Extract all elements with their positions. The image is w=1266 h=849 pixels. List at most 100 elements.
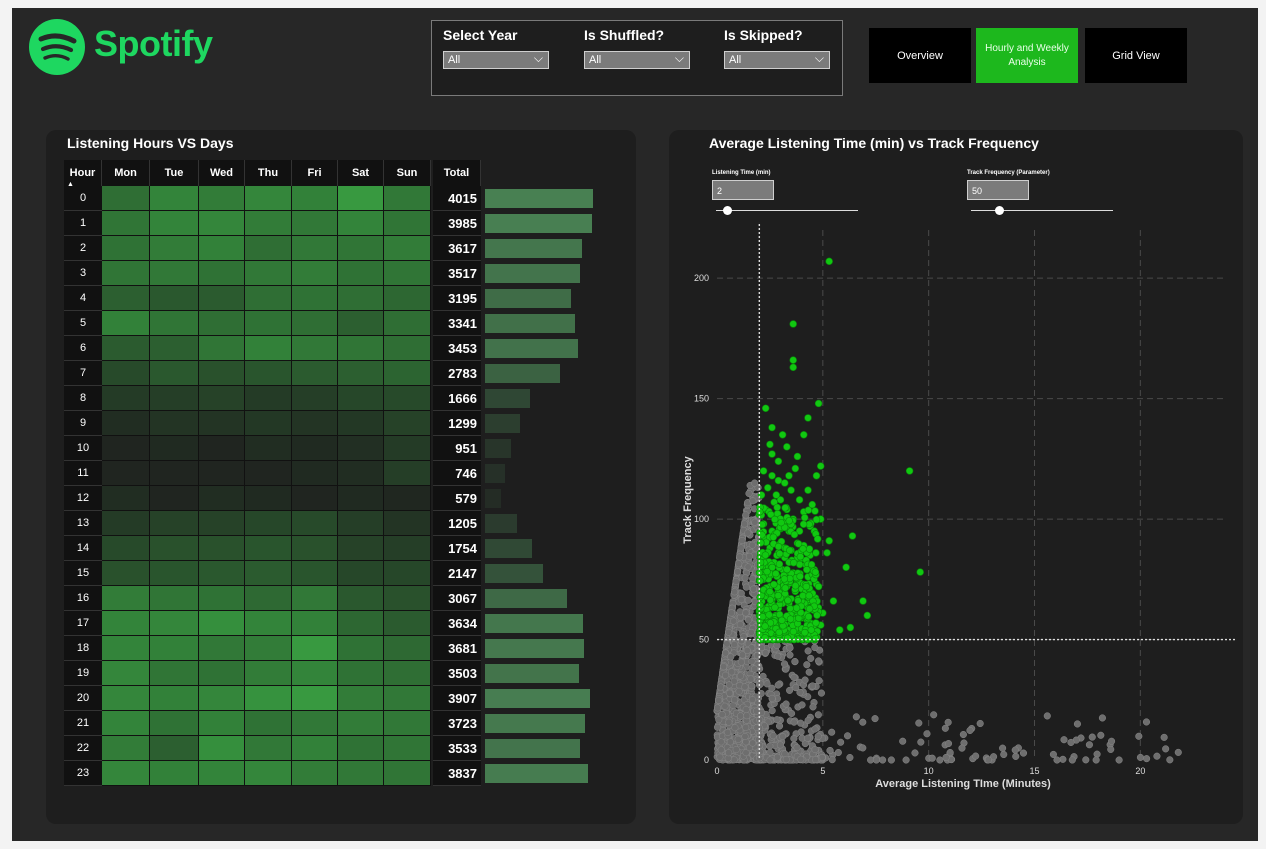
highlighted-point[interactable] (761, 551, 770, 559)
data-point[interactable] (804, 647, 812, 655)
data-point[interactable] (734, 735, 742, 743)
data-point[interactable] (942, 753, 950, 761)
heatmap-cell[interactable] (384, 311, 431, 336)
highlighted-point[interactable] (783, 443, 791, 451)
heatmap-cell[interactable] (384, 686, 431, 711)
data-point[interactable] (730, 756, 738, 764)
heatmap-cell[interactable] (292, 436, 338, 461)
data-point[interactable] (1097, 731, 1105, 739)
total-bar[interactable] (485, 489, 501, 508)
data-point[interactable] (1085, 741, 1093, 749)
data-point[interactable] (944, 740, 953, 748)
data-point[interactable] (725, 681, 733, 689)
highlighted-point[interactable] (789, 627, 798, 636)
heatmap-cell[interactable] (245, 586, 292, 611)
data-point[interactable] (742, 749, 750, 757)
data-point[interactable] (738, 536, 746, 545)
highlighted-point[interactable] (761, 404, 770, 412)
highlighted-point[interactable] (804, 486, 812, 494)
highlighted-point[interactable] (777, 518, 785, 527)
highlighted-point[interactable] (863, 611, 871, 620)
highlighted-point[interactable] (784, 634, 792, 642)
column-header-sat[interactable]: Sat (338, 160, 384, 186)
heatmap-cell[interactable] (102, 261, 150, 286)
highlighted-point[interactable] (771, 603, 779, 612)
heatmap-cell[interactable] (338, 386, 384, 411)
heatmap-cell[interactable] (338, 586, 384, 611)
data-point[interactable] (1153, 752, 1161, 760)
highlighted-point[interactable] (759, 467, 768, 475)
highlighted-point[interactable] (756, 577, 764, 585)
data-point[interactable] (731, 588, 739, 596)
data-point[interactable] (715, 696, 723, 704)
highlighted-point[interactable] (799, 545, 807, 553)
highlighted-point[interactable] (812, 549, 820, 557)
total-bar[interactable] (485, 464, 506, 483)
highlighted-point[interactable] (796, 572, 804, 581)
data-point[interactable] (769, 732, 777, 740)
highlighted-point[interactable] (804, 613, 813, 621)
data-point[interactable] (834, 748, 842, 757)
heatmap-cell[interactable] (102, 636, 150, 661)
highlighted-point[interactable] (808, 500, 816, 509)
data-point[interactable] (735, 560, 743, 568)
data-point[interactable] (801, 676, 809, 684)
data-point[interactable] (984, 756, 992, 764)
heatmap-cell[interactable] (245, 611, 292, 636)
total-bar[interactable] (485, 314, 575, 333)
heatmap-cell[interactable] (199, 761, 245, 786)
heatmap-cell[interactable] (199, 386, 245, 411)
heatmap-cell[interactable] (245, 436, 292, 461)
data-point[interactable] (1143, 755, 1151, 763)
heatmap-cell[interactable] (245, 686, 292, 711)
heatmap-cell[interactable] (245, 236, 292, 261)
total-bar[interactable] (485, 739, 581, 758)
data-point[interactable] (747, 628, 755, 636)
nav-hourly-weekly-button[interactable]: Hourly and Weekly Analysis (976, 28, 1078, 83)
heatmap-cell[interactable] (245, 361, 292, 386)
highlighted-point[interactable] (789, 558, 798, 567)
data-point[interactable] (803, 661, 811, 669)
data-point[interactable] (798, 701, 806, 709)
slider-thumb[interactable] (994, 206, 1004, 215)
data-point[interactable] (762, 649, 770, 657)
highlighted-point[interactable] (789, 363, 797, 372)
data-point[interactable] (750, 665, 759, 673)
data-point[interactable] (717, 746, 725, 754)
highlighted-point[interactable] (766, 619, 775, 627)
data-point[interactable] (946, 749, 954, 757)
heatmap-cell[interactable] (150, 536, 199, 561)
total-bar[interactable] (485, 289, 571, 308)
heatmap-cell[interactable] (199, 286, 245, 311)
heatmap-cell[interactable] (199, 711, 245, 736)
total-bar[interactable] (485, 639, 585, 658)
listening-time-slider[interactable] (712, 206, 858, 216)
heatmap-cell[interactable] (292, 636, 338, 661)
data-point[interactable] (745, 552, 753, 560)
data-point[interactable] (780, 660, 789, 668)
data-point[interactable] (972, 752, 980, 760)
highlighted-point[interactable] (793, 452, 802, 461)
heatmap-cell[interactable] (338, 311, 384, 336)
highlighted-point[interactable] (813, 611, 821, 619)
highlighted-point[interactable] (846, 623, 855, 632)
heatmap-cell[interactable] (102, 411, 150, 436)
data-point[interactable] (723, 640, 731, 648)
data-point[interactable] (737, 544, 745, 552)
heatmap-cell[interactable] (102, 286, 150, 311)
highlighted-point[interactable] (786, 604, 794, 613)
heatmap-cell[interactable] (245, 761, 292, 786)
heatmap-cell[interactable] (199, 261, 245, 286)
heatmap-cell[interactable] (199, 186, 245, 211)
highlighted-point[interactable] (778, 431, 787, 439)
highlighted-point[interactable] (766, 440, 774, 449)
data-point[interactable] (768, 684, 776, 692)
highlighted-point[interactable] (794, 597, 802, 605)
highlighted-point[interactable] (774, 476, 783, 485)
data-point[interactable] (807, 654, 815, 662)
highlighted-point[interactable] (783, 565, 791, 574)
data-point[interactable] (790, 718, 798, 726)
data-point[interactable] (718, 710, 726, 719)
highlighted-point[interactable] (761, 622, 769, 630)
data-point[interactable] (736, 620, 744, 629)
